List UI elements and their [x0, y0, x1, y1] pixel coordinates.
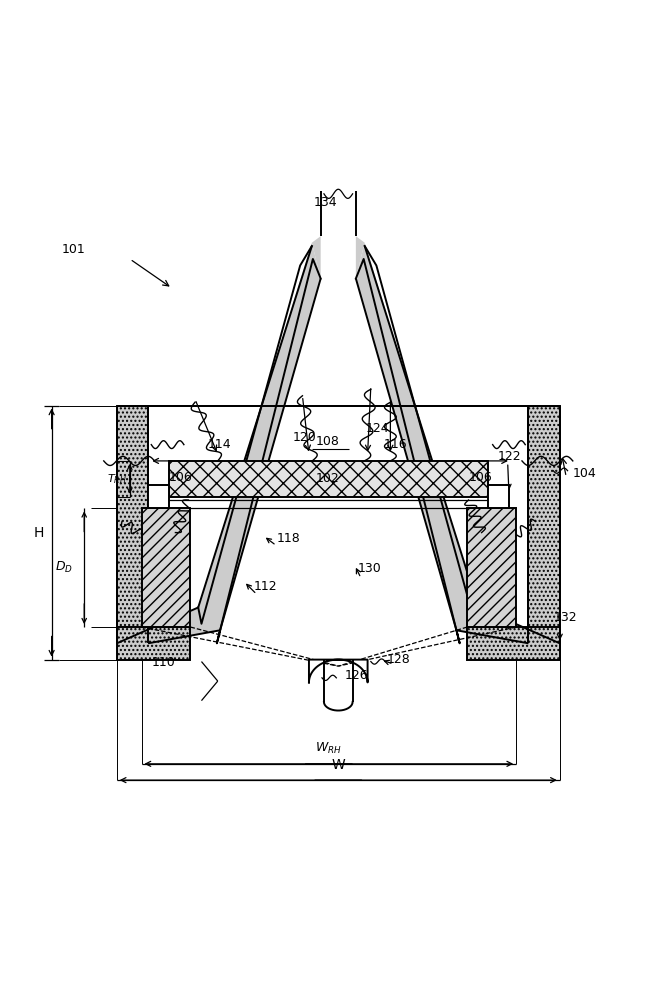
Text: $W_{RH}$: $W_{RH}$ [315, 741, 342, 756]
Polygon shape [356, 236, 365, 279]
Text: 102: 102 [315, 472, 339, 485]
Text: $T_{RH}$: $T_{RH}$ [106, 472, 127, 486]
Polygon shape [148, 279, 528, 643]
Text: 106: 106 [169, 471, 193, 484]
Text: 110: 110 [152, 656, 175, 669]
Text: 108: 108 [315, 435, 340, 448]
Text: 101: 101 [61, 243, 85, 256]
Polygon shape [117, 406, 148, 643]
Text: 124: 124 [366, 422, 389, 435]
Text: 106: 106 [468, 471, 492, 484]
Text: 134: 134 [313, 196, 337, 209]
Text: 122: 122 [498, 450, 522, 463]
Text: 116: 116 [384, 438, 407, 451]
Text: W: W [331, 758, 345, 772]
Polygon shape [148, 485, 169, 508]
Polygon shape [117, 627, 191, 660]
Text: 104: 104 [573, 467, 597, 480]
Polygon shape [528, 406, 560, 643]
Text: H: H [34, 526, 44, 540]
Polygon shape [312, 236, 321, 279]
Text: 120: 120 [292, 431, 317, 444]
Polygon shape [169, 461, 488, 497]
Text: 132: 132 [553, 611, 577, 624]
Polygon shape [141, 508, 191, 627]
Text: 128: 128 [387, 653, 411, 666]
Polygon shape [117, 243, 321, 643]
Polygon shape [356, 243, 560, 643]
Text: 112: 112 [254, 580, 277, 593]
Text: $D_D$: $D_D$ [55, 560, 72, 575]
Polygon shape [467, 508, 516, 627]
Text: 126: 126 [345, 669, 369, 682]
Text: 130: 130 [358, 562, 382, 575]
Text: 114: 114 [208, 438, 232, 451]
Polygon shape [309, 660, 367, 682]
Polygon shape [466, 627, 560, 660]
Text: 118: 118 [277, 532, 300, 545]
Polygon shape [488, 485, 509, 508]
